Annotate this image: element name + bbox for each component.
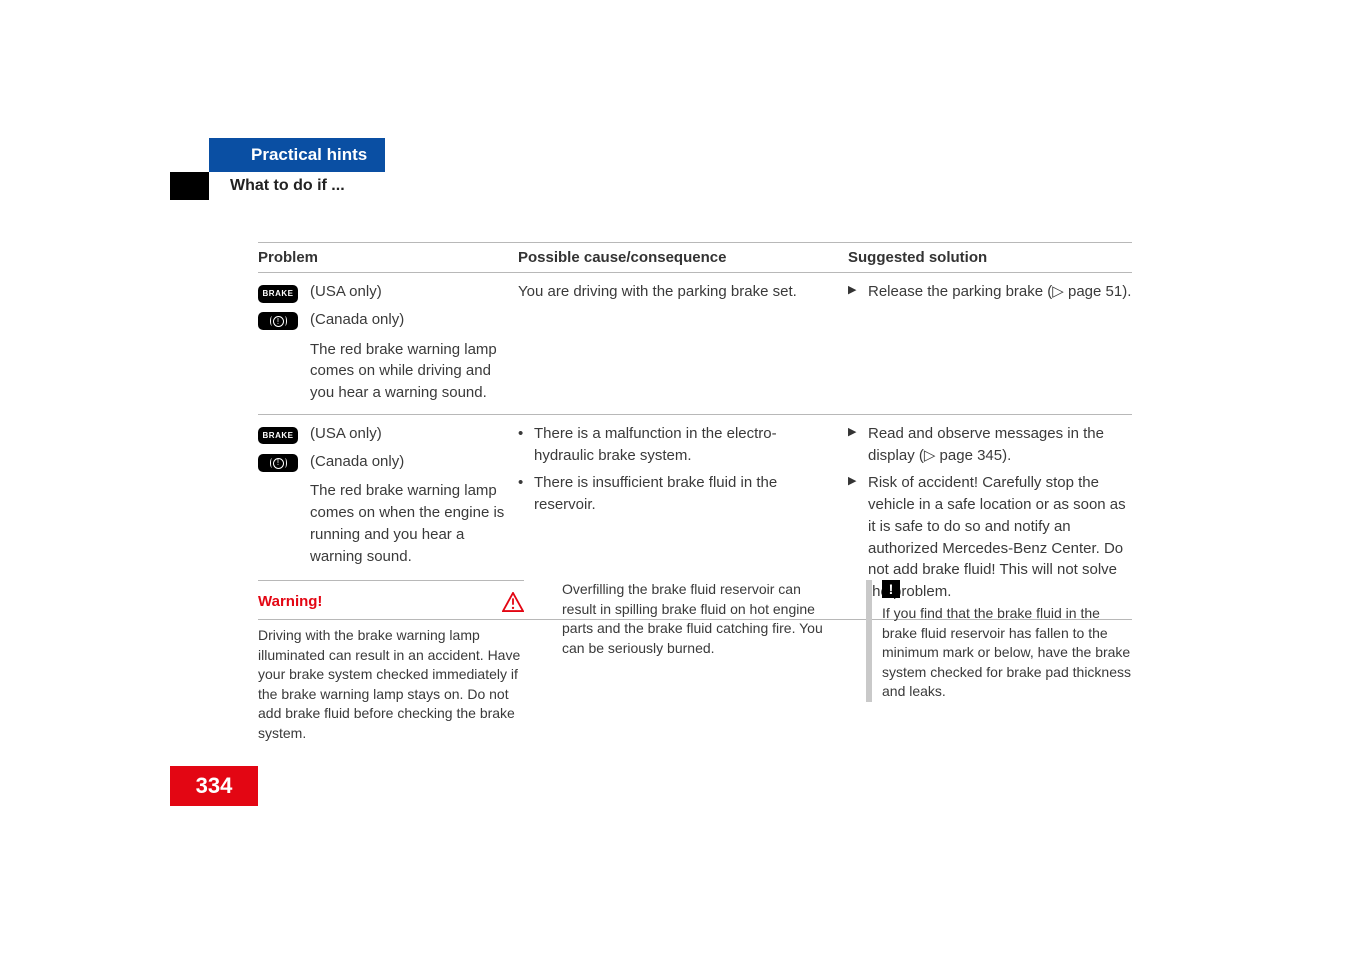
solution-cell: Release the parking brake (▷ page 51). [848, 281, 1132, 404]
loc-canada: (Canada only) [310, 309, 508, 331]
problem-desc: The red brake warning lamp comes on when… [310, 480, 508, 567]
loc-usa: (USA only) [310, 281, 508, 303]
brake-badge-icon: BRAKE [258, 427, 298, 445]
loc-usa: (USA only) [310, 423, 508, 445]
page-number: 334 [170, 766, 258, 806]
note-column: ! If you find that the brake fluid in th… [866, 580, 1132, 744]
warning-body-2: Overfilling the brake fluid reservoir ca… [562, 580, 828, 658]
col-header-cause: Possible cause/consequence [518, 249, 848, 266]
parking-brake-circle-icon: ! [258, 312, 298, 330]
cause-text: You are driving with the parking brake s… [518, 283, 797, 300]
section-title: Practical hints [251, 145, 367, 164]
col-header-problem: Problem [258, 249, 518, 266]
warning-column-1: Warning! Driving with the brake warning … [258, 580, 524, 744]
cause-cell: You are driving with the parking brake s… [518, 281, 848, 404]
problem-text: (USA only) (Canada only) The red brake w… [310, 281, 518, 404]
problem-desc: The red brake warning lamp comes on whil… [310, 339, 508, 404]
section-subtitle: What to do if ... [230, 177, 345, 195]
note-body: If you find that the brake fluid in the … [882, 604, 1132, 702]
indicator-icons: BRAKE ! [258, 281, 310, 404]
brake-badge-icon: BRAKE [258, 285, 298, 303]
footer-columns: Warning! Driving with the brake warning … [258, 580, 1132, 744]
col-header-solution: Suggested solution [848, 249, 1132, 266]
solution-item: Read and observe messages in the display… [848, 423, 1132, 467]
table-header-row: Problem Possible cause/consequence Sugge… [258, 242, 1132, 273]
header-black-tab [170, 172, 209, 200]
cause-item: There is insufficient brake fluid in the… [518, 472, 832, 516]
solution-item: Release the parking brake (▷ page 51). [848, 281, 1132, 303]
warning-heading: Warning! [258, 580, 524, 612]
warning-body-1: Driving with the brake warning lamp illu… [258, 626, 524, 744]
troubleshooting-table: Problem Possible cause/consequence Sugge… [258, 242, 1132, 620]
page-number-value: 334 [196, 773, 233, 799]
table-row: BRAKE ! (USA only) (Canada only) The red… [258, 273, 1132, 415]
warning-column-2: Overfilling the brake fluid reservoir ca… [562, 580, 828, 744]
section-header: Practical hints [209, 138, 385, 172]
note-exclaim-icon: ! [882, 580, 900, 598]
warning-title: Warning! [258, 591, 322, 612]
cause-item: There is a malfunction in the electro-hy… [518, 423, 832, 467]
loc-canada: (Canada only) [310, 451, 508, 473]
warning-triangle-icon [502, 592, 524, 612]
parking-brake-circle-icon: ! [258, 454, 298, 472]
